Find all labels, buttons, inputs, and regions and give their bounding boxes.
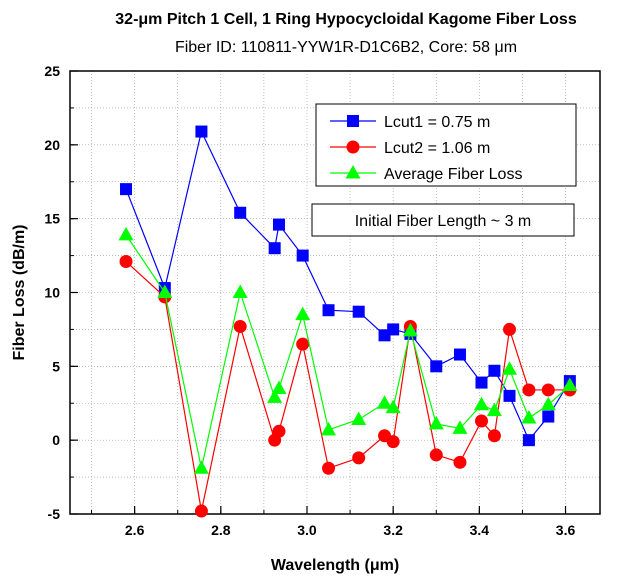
data-point bbox=[487, 429, 501, 443]
data-point bbox=[429, 448, 443, 462]
y-tick-label: -5 bbox=[48, 506, 61, 522]
series-circle bbox=[119, 254, 577, 518]
data-point bbox=[541, 383, 555, 397]
data-point bbox=[157, 284, 173, 298]
x-tick-label: 3.2 bbox=[383, 522, 403, 538]
data-point bbox=[296, 249, 309, 262]
y-tick-label: 15 bbox=[44, 211, 60, 227]
data-point bbox=[271, 380, 287, 394]
legend-marker bbox=[347, 115, 359, 127]
data-point bbox=[272, 424, 286, 438]
y-tick-label: 5 bbox=[52, 358, 60, 374]
data-point bbox=[503, 322, 517, 336]
data-point bbox=[120, 183, 133, 196]
y-axis-label: Fiber Loss (dB/m) bbox=[11, 224, 28, 360]
y-tick-label: 20 bbox=[44, 137, 60, 153]
data-point bbox=[521, 410, 537, 424]
x-axis-label: Wavelength (μm) bbox=[271, 557, 399, 574]
data-point bbox=[267, 389, 283, 403]
x-tick-label: 2.8 bbox=[211, 522, 231, 538]
data-point bbox=[522, 434, 535, 447]
data-point bbox=[475, 376, 488, 389]
data-point bbox=[522, 383, 536, 397]
series-square bbox=[120, 125, 576, 447]
annotation-box: Initial Fiber Length ~ 3 m bbox=[311, 203, 575, 237]
legend-label: Lcut2 = 1.06 m bbox=[384, 140, 490, 157]
x-tick-label: 3.4 bbox=[470, 522, 490, 538]
data-point bbox=[322, 461, 336, 475]
data-point bbox=[503, 389, 516, 402]
data-point bbox=[430, 360, 443, 373]
data-point bbox=[193, 460, 209, 474]
data-point bbox=[502, 361, 518, 375]
annotation-frame bbox=[311, 203, 575, 237]
data-point bbox=[452, 420, 468, 434]
data-point bbox=[321, 421, 337, 436]
data-point bbox=[119, 254, 133, 268]
y-tick-label: 0 bbox=[52, 432, 60, 448]
data-point bbox=[488, 364, 501, 377]
data-point bbox=[562, 377, 578, 392]
data-point bbox=[402, 322, 418, 337]
data-point bbox=[453, 348, 466, 361]
axis-ticks: 2.6 2.8 3.0 3.2 3.4 3.6 -5 0 5 10 15 20 25 bbox=[44, 63, 575, 538]
data-point bbox=[542, 410, 555, 423]
series-lines bbox=[118, 125, 578, 518]
data-point bbox=[475, 414, 489, 428]
legend-label: Lcut1 = 0.75 m bbox=[384, 114, 490, 131]
x-tick-label: 3.6 bbox=[556, 522, 576, 538]
data-point bbox=[352, 451, 366, 465]
data-point bbox=[540, 396, 556, 411]
data-point bbox=[272, 218, 285, 231]
data-point bbox=[232, 284, 248, 298]
data-point bbox=[118, 226, 134, 241]
data-point bbox=[486, 402, 502, 417]
legend-frame bbox=[315, 103, 577, 187]
legend: Lcut1 = 0.75 m Lcut2 = 1.06 m Average Fibe… bbox=[315, 103, 577, 187]
y-tick-label: 10 bbox=[44, 285, 60, 301]
legend-label: Average Fiber Loss bbox=[384, 166, 522, 183]
data-point bbox=[296, 337, 310, 351]
data-point bbox=[195, 125, 208, 138]
series-line bbox=[125, 234, 571, 469]
chart-subtitle: Fiber ID: 110811-YYW1R-D1C6B2, Core: 58 … bbox=[175, 39, 517, 56]
data-point bbox=[295, 306, 311, 321]
data-point bbox=[387, 323, 400, 336]
data-point bbox=[474, 396, 490, 411]
legend-marker bbox=[345, 165, 361, 179]
data-point bbox=[386, 435, 400, 449]
data-point bbox=[194, 504, 208, 518]
data-point bbox=[453, 455, 467, 469]
data-point bbox=[233, 319, 247, 333]
x-tick-label: 2.6 bbox=[125, 522, 145, 538]
data-point bbox=[385, 399, 401, 414]
x-tick-label: 3.0 bbox=[297, 522, 317, 538]
data-point bbox=[352, 305, 365, 318]
data-point bbox=[351, 411, 367, 425]
data-point bbox=[377, 395, 393, 409]
data-point bbox=[268, 242, 281, 255]
chart-title: 32-μm Pitch 1 Cell, 1 Ring Hypocycloidal… bbox=[115, 11, 577, 28]
series-triangle bbox=[118, 226, 578, 474]
legend-marker bbox=[346, 140, 360, 154]
data-point bbox=[322, 304, 335, 317]
y-tick-label: 25 bbox=[44, 63, 60, 79]
annotation-text: Initial Fiber Length ~ 3 m bbox=[355, 213, 532, 230]
data-point bbox=[234, 206, 247, 219]
data-point bbox=[428, 415, 444, 430]
